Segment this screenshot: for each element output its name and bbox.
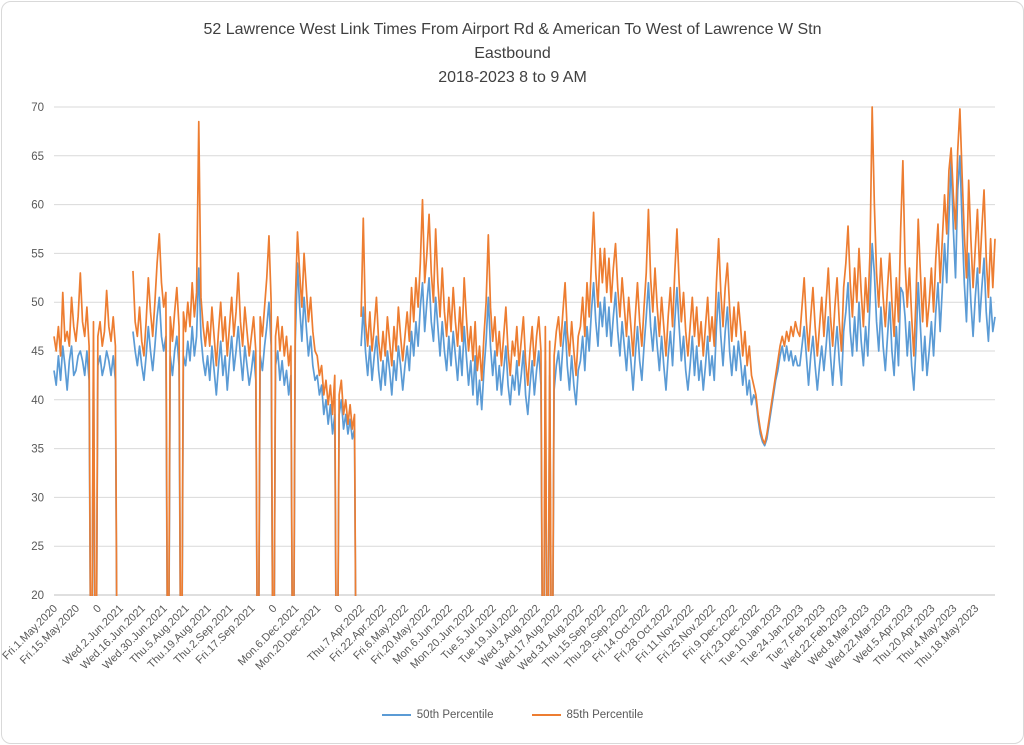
- x-axis-tick-label: 0: [267, 603, 280, 616]
- y-axis-tick-label: 50: [31, 297, 44, 309]
- y-axis-tick-label: 35: [31, 444, 44, 456]
- y-axis-tick-label: 65: [31, 151, 44, 163]
- y-axis-tick-label: 70: [31, 102, 44, 114]
- chart-title-line-1: 52 Lawrence West Link Times From Airport…: [203, 21, 822, 38]
- legend-item-85th[interactable]: 85th Percentile: [531, 709, 644, 721]
- y-axis-tick-label: 60: [31, 200, 44, 212]
- legend-swatch: [381, 713, 411, 717]
- legend-label: 85th Percentile: [566, 709, 644, 721]
- legend-swatch: [531, 713, 561, 717]
- y-axis-tick-label: 45: [31, 346, 44, 358]
- x-axis-tick-label: 0: [332, 603, 345, 616]
- chart-title-line-3: 2018-2023 8 to 9 AM: [438, 69, 587, 86]
- legend-label: 50th Percentile: [416, 709, 494, 721]
- series-line-85th-percentile: [53, 106, 996, 596]
- x-axis-tick-label: 0: [91, 603, 104, 616]
- y-axis-tick-label: 55: [31, 248, 44, 260]
- y-axis-tick-label: 30: [31, 492, 44, 504]
- chart-title-line-2: Eastbound: [474, 45, 551, 62]
- legend: 50th Percentile 85th Percentile: [2, 709, 1023, 721]
- y-axis-tick-label: 25: [31, 541, 44, 553]
- chart-title: 52 Lawrence West Link Times From Airport…: [2, 18, 1023, 90]
- legend-item-50th[interactable]: 50th Percentile: [381, 709, 494, 721]
- y-axis-tick-label: 20: [31, 590, 44, 602]
- y-axis-tick-label: 40: [31, 395, 44, 407]
